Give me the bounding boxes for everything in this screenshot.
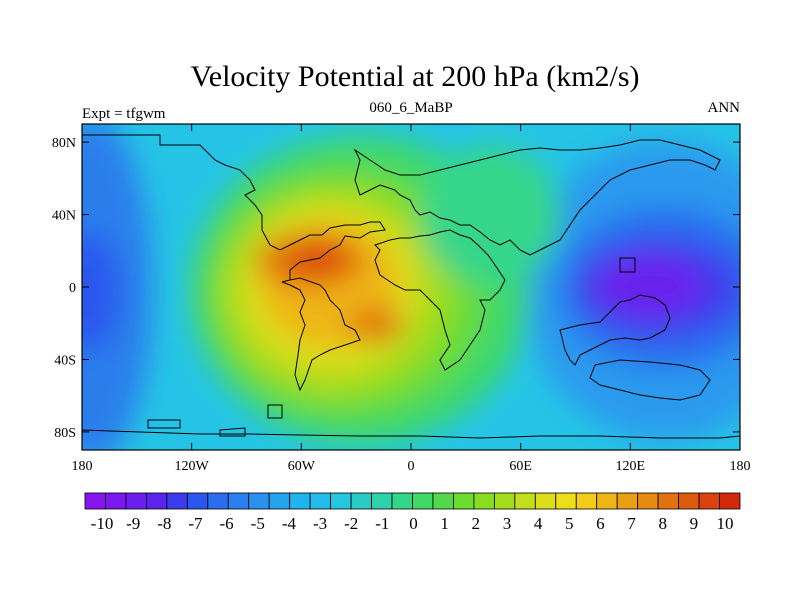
- colorbar-label: -10: [91, 514, 114, 533]
- colorbar-label: -2: [344, 514, 358, 533]
- colorbar-swatch: [84, 492, 106, 510]
- y-tick-label: 0: [69, 281, 76, 296]
- colorbar-swatch: [105, 492, 127, 510]
- colorbar-label: 1: [440, 514, 449, 533]
- colorbar-swatch: [268, 492, 291, 510]
- colorbar-label: 3: [503, 514, 512, 533]
- colorbar-swatch: [514, 492, 536, 510]
- colorbar-swatch: [453, 492, 475, 510]
- colorbar-label: -6: [220, 514, 234, 533]
- colorbar-swatch: [473, 492, 495, 510]
- y-tick-label: 40S: [54, 353, 76, 368]
- colorbar-swatch: [227, 492, 250, 510]
- colorbar-swatch: [207, 492, 229, 510]
- colorbar-swatch: [534, 492, 557, 510]
- axes: 180 120W 60W 0 60E 120E 180 80N 40N 0 40S 80S: [52, 124, 751, 474]
- colorbar-swatch: [309, 492, 332, 510]
- colorbar-label: 9: [690, 514, 699, 533]
- colorbar-swatch: [678, 492, 700, 510]
- colorbar-swatch: [719, 492, 741, 510]
- colorbar-swatch: [698, 492, 720, 510]
- x-tick-label: 60E: [509, 459, 532, 474]
- colorbar-label: 0: [409, 514, 418, 533]
- colorbar-label: 8: [658, 514, 667, 533]
- colorbar-label: -9: [126, 514, 140, 533]
- colorbar-label: 2: [472, 514, 481, 533]
- colorbar-label: 5: [565, 514, 574, 533]
- coastlines: [82, 134, 740, 439]
- x-tick-label: 120E: [616, 459, 646, 474]
- colorbar-label: 10: [717, 514, 734, 533]
- colorbar-swatch: [412, 492, 434, 510]
- colorbar-label: -5: [251, 514, 265, 533]
- chart-title: Velocity Potential at 200 hPa (km2/s): [190, 60, 639, 93]
- colorbar-swatch: [248, 492, 270, 510]
- colorbar-swatch: [596, 492, 618, 510]
- colorbar-swatch: [186, 492, 209, 510]
- x-tick-label: 180: [730, 459, 751, 474]
- colorbar-swatch: [493, 492, 516, 510]
- colorbar: -10 -9 -8 -7 -6 -5 -4 -3 -2 -1 0 1 2 3 4 5 6 7 8 9 10: [84, 492, 741, 533]
- x-tick-label: 60W: [288, 459, 316, 474]
- colorbar-swatch: [616, 492, 639, 510]
- high-peak-south: [368, 318, 392, 334]
- colorbar-label: -8: [157, 514, 171, 533]
- colorbar-swatch: [289, 492, 311, 510]
- colorbar-label: -4: [282, 514, 297, 533]
- y-tick-label: 80S: [54, 426, 76, 441]
- colorbar-swatch: [330, 492, 352, 510]
- colorbar-swatch: [575, 492, 598, 510]
- x-tick-label: 120W: [175, 459, 210, 474]
- y-tick-label: 40N: [52, 209, 76, 224]
- high-peak-north: [290, 246, 346, 274]
- colorbar-swatch: [146, 492, 168, 510]
- colorbar-swatch: [166, 492, 188, 510]
- colorbar-swatch: [555, 492, 577, 510]
- colorbar-label: -3: [313, 514, 327, 533]
- colorbar-label: 4: [534, 514, 543, 533]
- colorbar-label: 6: [596, 514, 605, 533]
- colorbar-label: 7: [627, 514, 636, 533]
- colorbar-swatch: [350, 492, 372, 510]
- colorbar-swatch: [637, 492, 659, 510]
- west-low-inner: [82, 232, 120, 352]
- center-label: 060_6_MaBP: [369, 100, 452, 116]
- left-label: Expt = tfgwm: [82, 106, 166, 122]
- contour-field: [82, 124, 740, 450]
- colorbar-swatch: [391, 492, 413, 510]
- colorbar-swatch: [432, 492, 454, 510]
- indian-spur: [420, 145, 560, 285]
- colorbar-label: -1: [375, 514, 389, 533]
- pacific-low-4: [595, 254, 705, 318]
- colorbar-swatch: [371, 492, 393, 510]
- x-tick-label: 180: [72, 459, 93, 474]
- right-label: ANN: [708, 100, 741, 116]
- y-tick-label: 80N: [52, 136, 76, 151]
- x-tick-label: 0: [408, 459, 415, 474]
- colorbar-label: -7: [188, 514, 203, 533]
- colorbar-swatch: [657, 492, 679, 510]
- colorbar-swatch: [125, 492, 147, 510]
